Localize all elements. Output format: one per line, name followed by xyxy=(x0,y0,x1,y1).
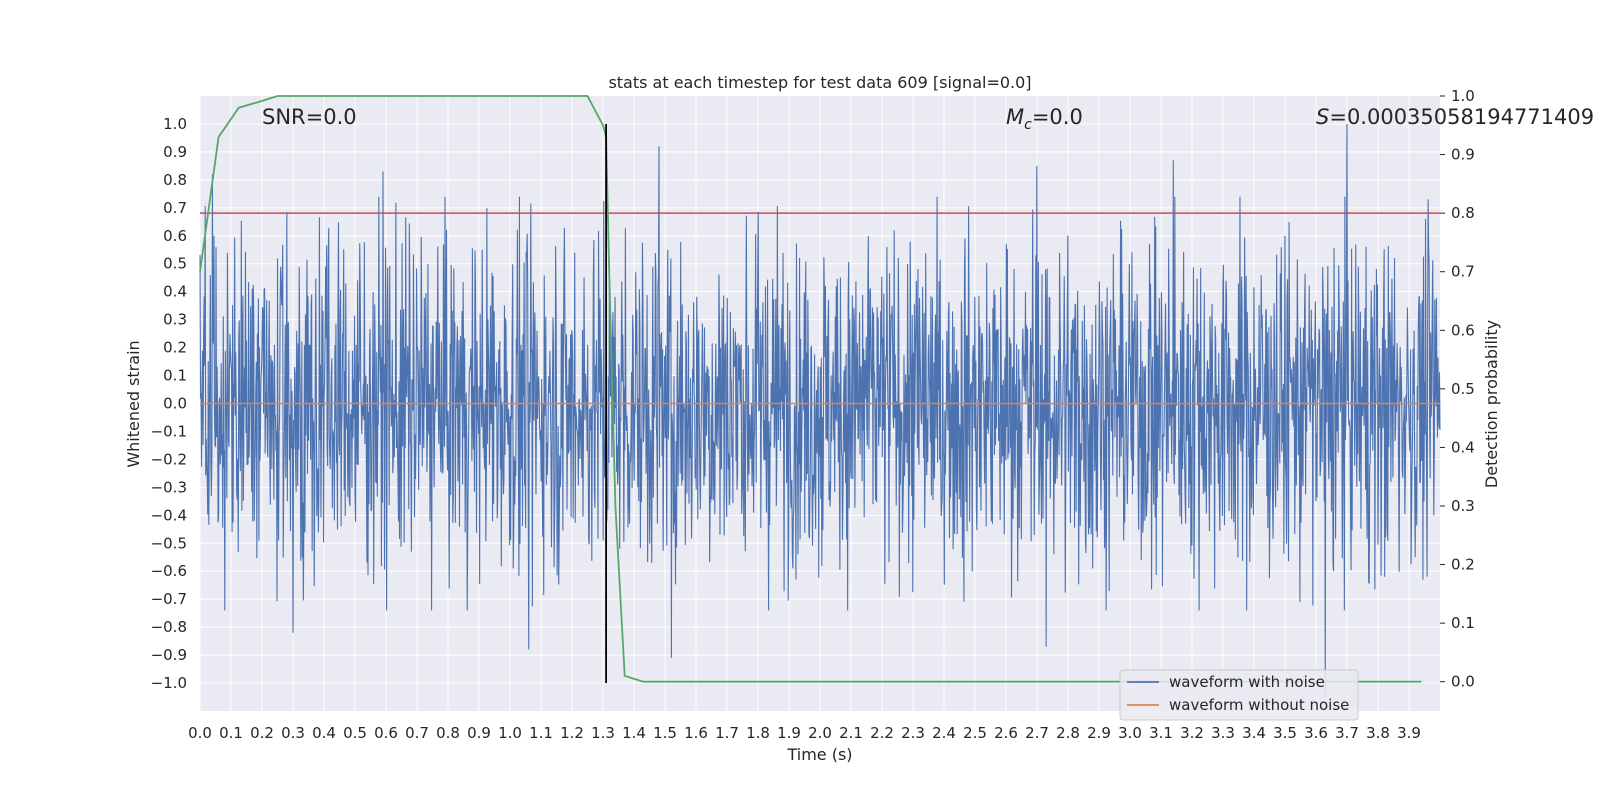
x-tick-label: 0.6 xyxy=(374,724,398,742)
x-tick-label: 1.0 xyxy=(498,724,522,742)
y-tick-label: −0.4 xyxy=(151,506,187,524)
x-tick-label: 1.2 xyxy=(560,724,584,742)
x-tick-label: 2.5 xyxy=(963,724,987,742)
x-tick-label: 0.0 xyxy=(188,724,212,742)
y2-tick-label: 0.6 xyxy=(1451,321,1475,339)
y-tick-label: 1.0 xyxy=(163,115,187,133)
x-tick-label: 1.5 xyxy=(653,724,677,742)
y-tick-label: 0.2 xyxy=(163,339,187,357)
y-tick-label: −0.8 xyxy=(151,618,187,636)
x-tick-label: 0.5 xyxy=(343,724,367,742)
y-tick-label: −0.5 xyxy=(151,534,187,552)
x-tick-label: 2.6 xyxy=(994,724,1018,742)
mc-annotation: Mc=0.0 xyxy=(1006,105,1083,133)
y2-tick-label: 0.5 xyxy=(1451,380,1475,398)
y-tick-label: 0.7 xyxy=(163,199,187,217)
x-tick-label: 0.4 xyxy=(312,724,336,742)
chart-title: stats at each timestep for test data 609… xyxy=(608,73,1031,92)
y-tick-label: −0.1 xyxy=(151,422,187,440)
x-tick-label: 3.3 xyxy=(1211,724,1235,742)
y-tick-label: 0.4 xyxy=(163,283,187,301)
y2-tick-label: 0.2 xyxy=(1451,556,1475,574)
y-tick-label: 0.0 xyxy=(163,395,187,413)
x-tick-label: 0.9 xyxy=(467,724,491,742)
y2-tick-label: 0.8 xyxy=(1451,204,1475,222)
legend-box xyxy=(1119,669,1359,721)
x-tick-label: 3.2 xyxy=(1180,724,1204,742)
y2-axis-label: Detection probability xyxy=(1482,320,1501,488)
x-tick-label: 2.1 xyxy=(839,724,863,742)
y-tick-label: −0.6 xyxy=(151,562,187,580)
y2-tick-label: 0.9 xyxy=(1451,146,1475,164)
x-tick-label: 3.5 xyxy=(1273,724,1297,742)
x-tick-label: 2.9 xyxy=(1087,724,1111,742)
x-tick-label: 3.7 xyxy=(1335,724,1359,742)
x-tick-label: 2.3 xyxy=(901,724,925,742)
x-tick-label: 2.2 xyxy=(870,724,894,742)
x-tick-label: 3.1 xyxy=(1149,724,1173,742)
y-tick-label: 0.6 xyxy=(163,227,187,245)
y2-tick-label: 1.0 xyxy=(1451,87,1475,105)
x-tick-label: 1.8 xyxy=(746,724,770,742)
ticks: 0.0 0.1 0.2 0.3 0.4 0.5 0.6 0.7 0.8 0.9 1.0 1.1 1.2 1… xyxy=(151,87,1475,742)
legend-label-noise: waveform with noise xyxy=(1169,673,1325,691)
y-tick-label: 0.8 xyxy=(163,171,187,189)
legend-label-clean: waveform without noise xyxy=(1169,696,1349,714)
y2-tick-label: 0.7 xyxy=(1451,263,1475,281)
y-tick-label: −0.7 xyxy=(151,590,187,608)
y2-tick-label: 0.0 xyxy=(1451,673,1475,691)
x-tick-label: 0.8 xyxy=(436,724,460,742)
y-tick-label: 0.1 xyxy=(163,367,187,385)
x-tick-label: 0.7 xyxy=(405,724,429,742)
y-tick-label: −0.2 xyxy=(151,450,187,468)
x-tick-label: 1.1 xyxy=(529,724,553,742)
x-tick-label: 0.2 xyxy=(250,724,274,742)
x-tick-label: 2.4 xyxy=(932,724,956,742)
overlays xyxy=(199,95,1440,684)
x-tick-label: 3.6 xyxy=(1304,724,1328,742)
s-annotation: S=0.00035058194771409 xyxy=(1316,105,1594,129)
x-tick-label: 1.7 xyxy=(715,724,739,742)
y-tick-label: 0.5 xyxy=(163,255,187,273)
y2-tick-label: 0.3 xyxy=(1451,497,1475,515)
x-tick-label: 2.8 xyxy=(1056,724,1080,742)
x-tick-label: 1.6 xyxy=(684,724,708,742)
x-tick-label: 1.9 xyxy=(777,724,801,742)
x-tick-label: 3.0 xyxy=(1118,724,1142,742)
x-tick-label: 0.1 xyxy=(219,724,243,742)
y-tick-label: −0.9 xyxy=(151,646,187,664)
x-tick-label: 1.3 xyxy=(591,724,615,742)
y-tick-label: 0.9 xyxy=(163,143,187,161)
x-tick-label: 3.8 xyxy=(1366,724,1390,742)
y-tick-label: 0.3 xyxy=(163,311,187,329)
x-tick-label: 2.0 xyxy=(808,724,832,742)
y-tick-label: −0.3 xyxy=(151,478,187,496)
x-tick-label: 1.4 xyxy=(622,724,646,742)
x-axis-label: Time (s) xyxy=(786,745,852,764)
x-tick-label: 3.9 xyxy=(1397,724,1421,742)
legend: waveform with noise waveform without noi… xyxy=(1119,669,1359,721)
snr-annotation: SNR=0.0 xyxy=(262,105,357,129)
x-tick-label: 2.7 xyxy=(1025,724,1049,742)
detection-probability-line xyxy=(199,95,1422,683)
x-tick-label: 0.3 xyxy=(281,724,305,742)
y2-tick-label: 0.1 xyxy=(1451,614,1475,632)
x-tick-label: 3.4 xyxy=(1242,724,1266,742)
y-tick-label: −1.0 xyxy=(151,674,187,692)
y2-tick-label: 0.4 xyxy=(1451,438,1475,456)
y-axis-label: Whitened strain xyxy=(124,340,143,467)
